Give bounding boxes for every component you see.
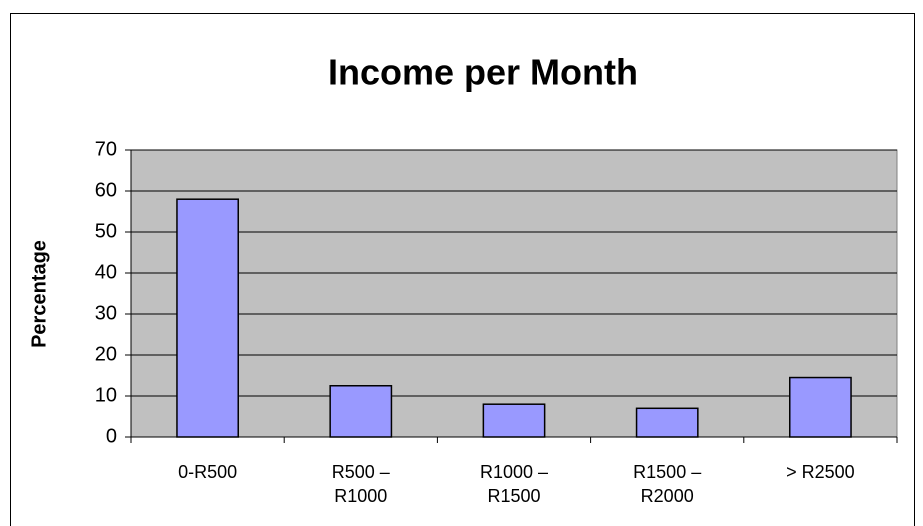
y-tick-label: 0 bbox=[106, 425, 117, 447]
y-tick-label: 10 bbox=[95, 384, 117, 406]
x-tick-label: R1000 – R1500 bbox=[480, 462, 548, 506]
chart-title: Income per Month bbox=[328, 52, 638, 93]
y-tick-label: 20 bbox=[95, 343, 117, 365]
y-tick-label: 50 bbox=[95, 220, 117, 242]
y-tick-label: 60 bbox=[95, 179, 117, 201]
bar bbox=[635, 407, 699, 438]
x-tick-label: 0-R500 bbox=[178, 462, 237, 482]
y-tick-label: 70 bbox=[95, 138, 117, 160]
bar bbox=[176, 198, 239, 438]
x-tick-label: > R2500 bbox=[786, 462, 855, 482]
bar bbox=[789, 376, 852, 438]
bar bbox=[329, 385, 393, 438]
x-tick-label: R500 – R1000 bbox=[332, 462, 390, 506]
bar bbox=[482, 403, 546, 438]
y-tick-label: 40 bbox=[95, 261, 117, 283]
y-axis-label: Percentage bbox=[28, 240, 50, 348]
plot-area bbox=[130, 149, 898, 438]
x-tick-label: R1500 – R2000 bbox=[633, 462, 701, 506]
y-tick-label: 30 bbox=[95, 302, 117, 324]
